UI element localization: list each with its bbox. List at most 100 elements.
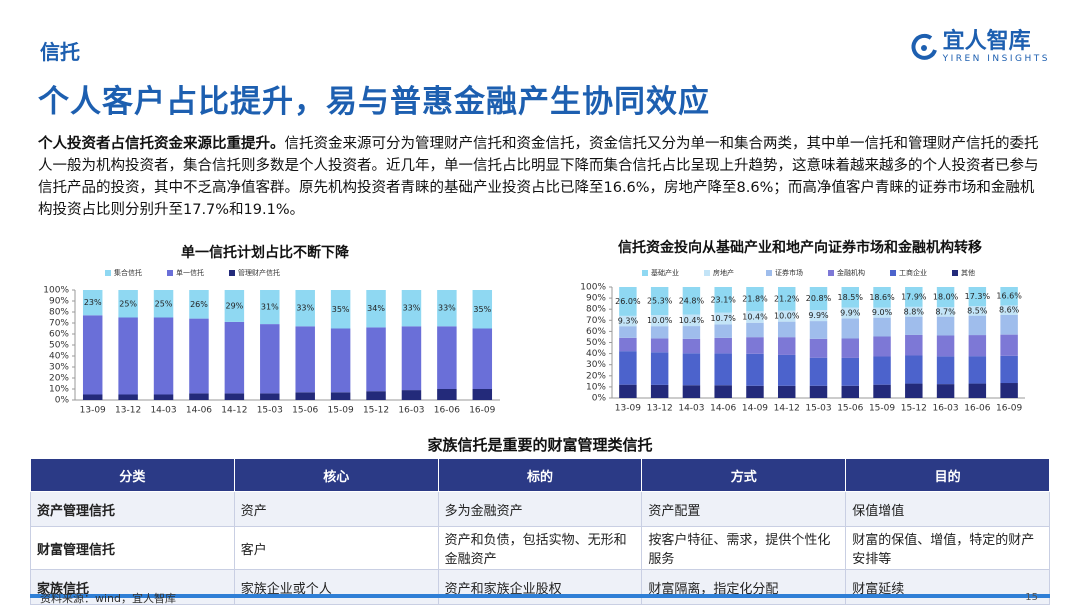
bar-segment bbox=[153, 317, 174, 395]
y-tick-label: 100% bbox=[43, 286, 69, 296]
data-label: 9.9% bbox=[840, 309, 861, 318]
header-cell: 标的 bbox=[437, 458, 643, 492]
bar-segment bbox=[472, 389, 493, 400]
table-cell: 财富隔离，指定化分配 bbox=[641, 569, 847, 605]
x-tick-label: 15-09 bbox=[869, 404, 895, 414]
data-label: 10.4% bbox=[679, 316, 705, 325]
y-tick-label: 0% bbox=[592, 394, 607, 404]
bar-segment bbox=[650, 326, 669, 339]
bar-segment bbox=[936, 356, 955, 385]
legend-label: 其他 bbox=[961, 268, 975, 277]
bar-segment bbox=[682, 314, 701, 327]
y-tick-label: 10% bbox=[586, 382, 606, 392]
x-tick-label: 14-03 bbox=[150, 406, 176, 416]
bar-segment bbox=[873, 384, 891, 398]
data-label: 33% bbox=[438, 304, 456, 313]
bar-segment bbox=[189, 290, 209, 319]
data-label: 35% bbox=[473, 305, 491, 314]
bar-segment bbox=[153, 290, 174, 318]
legend-label: 证券市场 bbox=[775, 268, 803, 277]
bar-segment bbox=[905, 383, 923, 398]
bar-segment bbox=[295, 290, 315, 327]
bar-segment bbox=[968, 383, 987, 398]
legend-swatch bbox=[766, 270, 772, 276]
bar-segment bbox=[777, 321, 796, 338]
bar-segment bbox=[968, 335, 987, 357]
x-tick-label: 16-09 bbox=[996, 404, 1022, 414]
bar-segment bbox=[472, 290, 493, 329]
legend-swatch bbox=[890, 270, 896, 276]
y-tick-label: 90% bbox=[49, 297, 69, 307]
bar-segment bbox=[437, 389, 457, 400]
table-cell: 财富的保值、增值，特定的财产安排等 bbox=[845, 526, 1050, 570]
y-tick-label: 100% bbox=[580, 283, 606, 293]
table-header-row: 分类 核心 标的 方式 目的 bbox=[30, 458, 1050, 492]
data-label: 23.1% bbox=[710, 295, 736, 304]
bar-segment bbox=[682, 326, 701, 339]
table-cell: 资产和家族企业股权 bbox=[437, 569, 643, 605]
bar-segment bbox=[936, 335, 955, 357]
data-label: 21.2% bbox=[774, 294, 800, 303]
bar-segment bbox=[746, 311, 764, 323]
bar-segment bbox=[905, 287, 923, 307]
bar-segment bbox=[366, 327, 386, 392]
data-label: 24.8% bbox=[679, 296, 705, 305]
bar-segment bbox=[936, 384, 955, 398]
bar-segment bbox=[905, 316, 923, 335]
bar-segment bbox=[841, 307, 860, 319]
table-row: 资产管理信托 资产 多为金融资产 资产配置 保值增值 bbox=[30, 491, 1050, 527]
bar-segment bbox=[809, 321, 828, 339]
chart-title: 单一信托计划占比不断下降 bbox=[181, 244, 350, 261]
bar-segment bbox=[260, 324, 280, 394]
y-tick-label: 70% bbox=[49, 319, 69, 329]
table-cell: 资产配置 bbox=[641, 491, 847, 527]
bar-segment bbox=[777, 310, 796, 322]
bar-segment bbox=[682, 385, 701, 398]
bar-segment bbox=[437, 326, 457, 389]
bar-segment bbox=[905, 306, 923, 317]
bar-segment bbox=[714, 324, 732, 338]
bar-segment bbox=[809, 338, 828, 358]
data-label: 17.3% bbox=[965, 292, 991, 301]
legend-swatch bbox=[828, 270, 834, 276]
bar-segment bbox=[809, 357, 828, 386]
y-tick-label: 20% bbox=[49, 374, 69, 384]
table-cell: 财富管理信托 bbox=[30, 526, 235, 570]
data-label: 10.7% bbox=[710, 314, 736, 323]
logo: 宜人智库 YIREN INSIGHTS bbox=[909, 30, 1050, 64]
bar-segment bbox=[619, 384, 637, 398]
bar-segment bbox=[841, 338, 860, 358]
bar-segment bbox=[1000, 334, 1018, 356]
data-label: 18.0% bbox=[933, 292, 959, 301]
legend-swatch bbox=[229, 270, 235, 276]
bar-segment bbox=[968, 315, 987, 336]
x-tick-label: 14-03 bbox=[678, 404, 704, 414]
legend-label: 单一信托 bbox=[176, 268, 204, 277]
bar-segment bbox=[873, 307, 891, 318]
bar-segment bbox=[746, 353, 764, 386]
data-label: 26% bbox=[190, 300, 208, 309]
x-tick-label: 14-06 bbox=[186, 406, 212, 416]
footer-bar bbox=[30, 594, 1050, 598]
bar-segment bbox=[905, 355, 923, 384]
table-cell: 家族信托 bbox=[30, 569, 235, 605]
x-tick-label: 15-03 bbox=[805, 404, 831, 414]
header-cell: 方式 bbox=[641, 458, 847, 492]
bar-segment bbox=[777, 385, 796, 398]
x-tick-label: 16-06 bbox=[964, 404, 990, 414]
bar-segment bbox=[330, 328, 351, 393]
legend-swatch bbox=[105, 270, 111, 276]
bar-segment bbox=[650, 384, 669, 398]
logo-subtitle: YIREN INSIGHTS bbox=[942, 54, 1050, 64]
data-label: 34% bbox=[367, 304, 385, 313]
header-cell: 分类 bbox=[30, 458, 235, 492]
bar-segment bbox=[873, 287, 891, 308]
table-row: 财富管理信托 客户 资产和负债，包括实物、无形和金融资产 按客户特征、需求，提供个性化… bbox=[30, 526, 1050, 570]
data-label: 20.8% bbox=[806, 294, 832, 303]
x-tick-label: 14-09 bbox=[742, 404, 768, 414]
table-cell: 家族企业或个人 bbox=[233, 569, 439, 605]
data-label: 8.8% bbox=[904, 307, 925, 316]
bar-segment bbox=[82, 394, 103, 400]
table-cell: 按客户特征、需求，提供个性化服务 bbox=[641, 526, 847, 570]
